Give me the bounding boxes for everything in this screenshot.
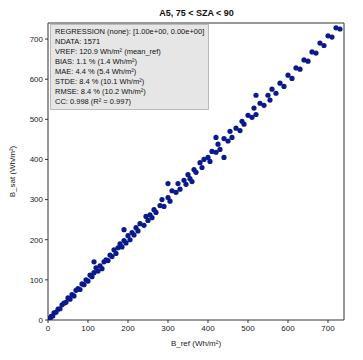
html-text:VREF: 120.9 Wh/m² (mean_ref): VREF: 120.9 Wh/m² (mean_ref) bbox=[55, 47, 161, 56]
html-text:RMSE: 8.4 % (10.2 Wh/m²): RMSE: 8.4 % (10.2 Wh/m²) bbox=[55, 87, 146, 96]
svg-text:600: 600 bbox=[30, 75, 44, 84]
svg-text:400: 400 bbox=[30, 155, 44, 164]
html-text:A5, 75 < SZA < 90: A5, 75 < SZA < 90 bbox=[159, 8, 234, 18]
svg-text:B_sat (Wh/m²): B_sat (Wh/m²) bbox=[8, 145, 17, 197]
svg-text:B_ref (Wh/m²): B_ref (Wh/m²) bbox=[171, 339, 222, 348]
html-text:CC: 0.998 (R² = 0.997): CC: 0.998 (R² = 0.997) bbox=[55, 97, 132, 106]
svg-text:300: 300 bbox=[30, 195, 44, 204]
svg-text:500: 500 bbox=[30, 115, 44, 124]
svg-text:100: 100 bbox=[81, 324, 95, 333]
svg-text:400: 400 bbox=[201, 324, 215, 333]
html-text:REGRESSION (none): [1.00e+00,: REGRESSION (none): [1.00e+00, 0.00e+00] bbox=[55, 27, 205, 36]
svg-text:200: 200 bbox=[121, 324, 135, 333]
html-text:NDATA: 1571: NDATA: 1571 bbox=[55, 37, 101, 46]
html-text:MAE: 4.4 % (5.4 Wh/m²): MAE: 4.4 % (5.4 Wh/m²) bbox=[55, 67, 137, 76]
svg-text:300: 300 bbox=[161, 324, 175, 333]
svg-text:600: 600 bbox=[281, 324, 295, 333]
html-text:BIAS: 1.1 % (1.4 Wh/m²): BIAS: 1.1 % (1.4 Wh/m²) bbox=[55, 57, 138, 66]
svg-text:0: 0 bbox=[46, 324, 51, 333]
svg-text:200: 200 bbox=[30, 236, 44, 245]
svg-text:700: 700 bbox=[30, 35, 44, 44]
html-text:STDE: 8.4 % (10.1 Wh/m²): STDE: 8.4 % (10.1 Wh/m²) bbox=[55, 77, 145, 86]
svg-text:100: 100 bbox=[30, 276, 44, 285]
svg-text:700: 700 bbox=[321, 324, 335, 333]
svg-text:500: 500 bbox=[241, 324, 255, 333]
svg-text:0: 0 bbox=[39, 316, 44, 325]
